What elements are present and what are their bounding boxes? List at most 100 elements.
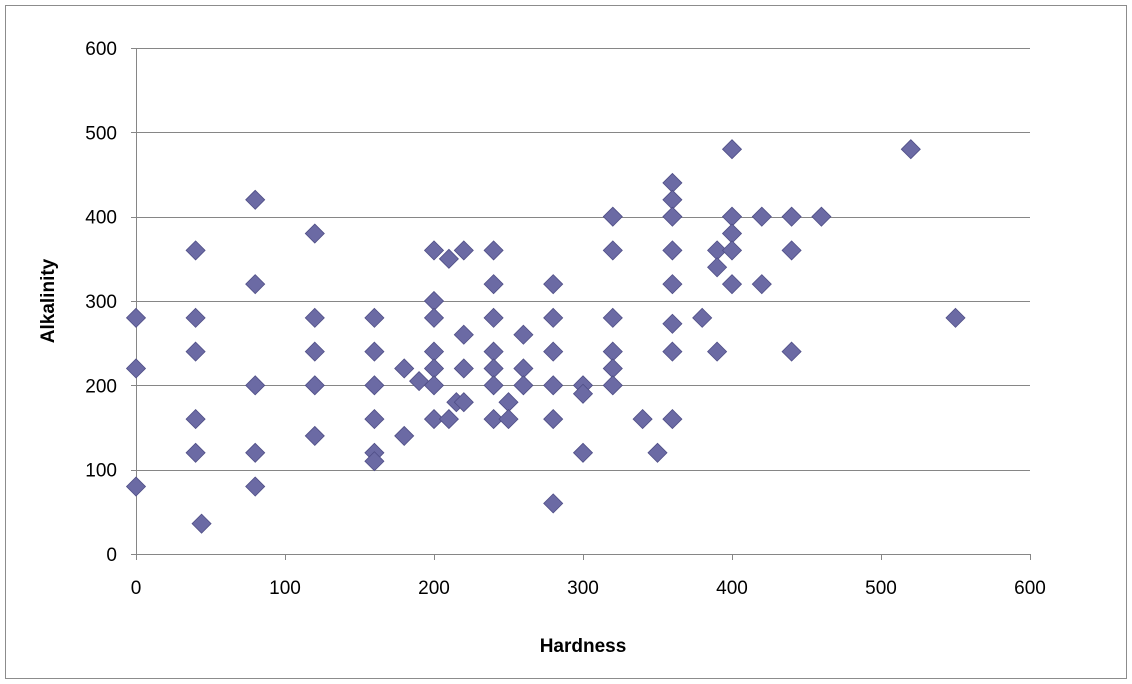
data-point [543, 341, 564, 362]
data-point [483, 274, 504, 295]
data-point [185, 442, 206, 463]
x-axis-title: Hardness [540, 636, 627, 657]
data-point [304, 375, 325, 396]
data-point [543, 493, 564, 514]
y-axis-title: Alkalinity [38, 258, 59, 343]
data-point [811, 206, 832, 227]
x-tick-label: 600 [1014, 578, 1046, 599]
data-point [543, 274, 564, 295]
data-point [662, 313, 683, 334]
data-point [423, 375, 445, 396]
data-point [483, 240, 504, 261]
data-point [245, 189, 266, 210]
data-point [751, 206, 772, 227]
data-point [185, 307, 206, 328]
data-point [781, 341, 802, 362]
data-point [245, 274, 266, 295]
data-point [662, 274, 683, 295]
data-point [364, 409, 385, 430]
y-tick-label: 200 [85, 376, 117, 397]
data-point [900, 139, 921, 160]
data-point [602, 206, 623, 227]
y-tick-label: 0 [106, 545, 117, 566]
y-tick-label: 500 [85, 123, 117, 144]
data-point [125, 476, 147, 497]
data-point [543, 409, 564, 430]
data-point [423, 307, 445, 328]
data-point [364, 341, 385, 362]
data-point [498, 409, 519, 430]
data-point [423, 409, 445, 430]
data-point [602, 240, 623, 261]
data-point [304, 425, 325, 446]
data-point [438, 409, 459, 430]
y-tick-label: 400 [85, 208, 117, 229]
data-point [662, 206, 683, 227]
data-point [185, 409, 206, 430]
data-point [572, 383, 594, 404]
x-tick-label: 400 [716, 578, 748, 599]
data-point [364, 307, 385, 328]
data-point [483, 375, 504, 396]
data-point [513, 375, 534, 396]
data-point [662, 409, 683, 430]
data-point [945, 307, 966, 328]
data-point [125, 358, 147, 379]
data-point [304, 223, 325, 244]
data-point [185, 341, 206, 362]
data-point [245, 442, 266, 463]
y-tick-label: 300 [85, 292, 117, 313]
data-point [453, 324, 474, 345]
y-tick-label: 600 [85, 39, 117, 60]
data-point [394, 425, 415, 446]
x-tick-label: 500 [865, 578, 897, 599]
data-points [125, 139, 966, 534]
data-point [721, 139, 743, 160]
data-point [125, 307, 147, 328]
x-tick-label: 300 [567, 578, 599, 599]
data-point [304, 341, 325, 362]
gridlines [136, 48, 1030, 471]
data-point [751, 274, 772, 295]
data-point [453, 392, 474, 413]
data-point [632, 409, 653, 430]
data-point [662, 240, 683, 261]
data-point [423, 240, 445, 261]
x-tick-label: 200 [418, 578, 450, 599]
data-point [453, 358, 474, 379]
data-point [692, 307, 713, 328]
y-tick-label: 100 [85, 461, 117, 482]
data-point [662, 341, 683, 362]
data-point [364, 451, 385, 472]
data-point [394, 358, 415, 379]
data-point [483, 409, 504, 430]
data-point [304, 307, 325, 328]
data-point [245, 476, 266, 497]
data-point [191, 513, 212, 534]
axes [131, 48, 1031, 560]
data-point [364, 375, 385, 396]
data-point [453, 240, 474, 261]
data-point [602, 307, 623, 328]
data-point [572, 442, 594, 463]
data-point [513, 324, 534, 345]
data-point [602, 375, 623, 396]
data-point [707, 341, 728, 362]
chart-frame [5, 5, 1127, 679]
data-point [721, 240, 743, 261]
data-point [409, 371, 430, 392]
data-point [781, 206, 802, 227]
tick-labels: 0 100 200 300 400 500 600 0 100 200 300 400 500 600 [85, 39, 1046, 599]
data-point [543, 375, 564, 396]
data-point [781, 240, 802, 261]
data-point [185, 240, 206, 261]
data-point [721, 274, 743, 295]
x-tick-label: 100 [269, 578, 301, 599]
data-point [438, 248, 459, 269]
x-tick-label: 0 [131, 578, 142, 599]
data-point [647, 442, 668, 463]
data-point [543, 307, 564, 328]
data-point [483, 307, 504, 328]
data-point [245, 375, 266, 396]
